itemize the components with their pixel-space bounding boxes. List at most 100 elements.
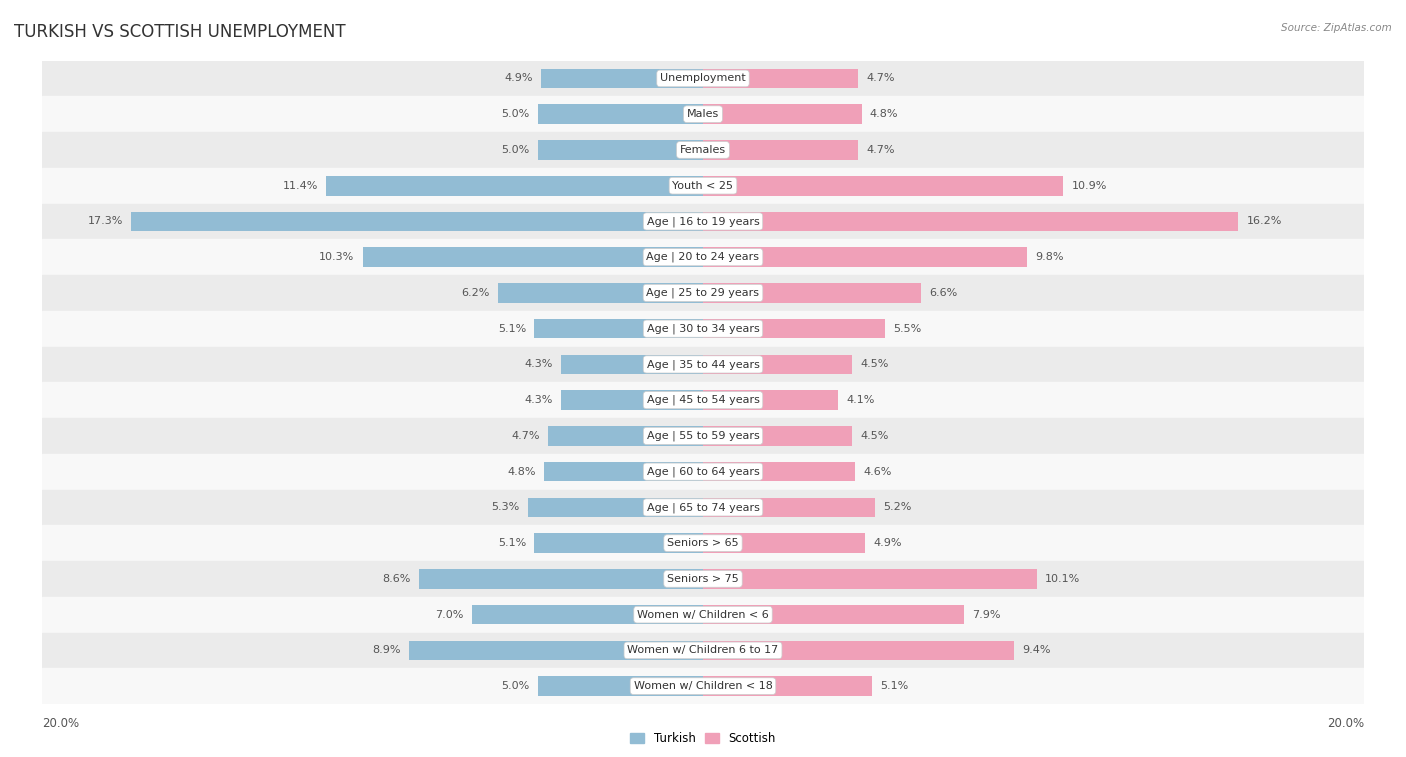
Text: 4.3%: 4.3% [524, 360, 553, 369]
Bar [527, 497, 703, 517]
Text: 7.0%: 7.0% [434, 609, 464, 620]
Bar [409, 640, 703, 660]
Text: 10.9%: 10.9% [1071, 181, 1107, 191]
Bar [498, 283, 703, 303]
Text: 4.5%: 4.5% [860, 431, 889, 441]
Bar [703, 140, 858, 160]
Text: 6.6%: 6.6% [929, 288, 957, 298]
Bar [703, 212, 1239, 231]
Text: 9.8%: 9.8% [1035, 252, 1063, 262]
Text: Age | 25 to 29 years: Age | 25 to 29 years [647, 288, 759, 298]
Text: 5.3%: 5.3% [491, 503, 520, 512]
Bar [703, 69, 858, 89]
Text: Seniors > 65: Seniors > 65 [668, 538, 738, 548]
Legend: Turkish, Scottish: Turkish, Scottish [626, 727, 780, 749]
Text: 10.3%: 10.3% [319, 252, 354, 262]
Bar [703, 283, 921, 303]
Text: 4.9%: 4.9% [873, 538, 901, 548]
Bar [548, 426, 703, 446]
Text: 6.2%: 6.2% [461, 288, 489, 298]
Bar [703, 676, 872, 696]
Bar [703, 391, 838, 410]
Text: 4.7%: 4.7% [866, 73, 896, 83]
Text: 4.5%: 4.5% [860, 360, 889, 369]
Text: Age | 65 to 74 years: Age | 65 to 74 years [647, 502, 759, 512]
Text: 7.9%: 7.9% [973, 609, 1001, 620]
Text: Age | 20 to 24 years: Age | 20 to 24 years [647, 252, 759, 263]
Bar [561, 354, 703, 374]
Text: 10.1%: 10.1% [1045, 574, 1080, 584]
Bar [703, 248, 1026, 267]
Text: Women w/ Children 6 to 17: Women w/ Children 6 to 17 [627, 646, 779, 656]
Bar [42, 347, 1364, 382]
Bar [703, 497, 875, 517]
Bar [42, 597, 1364, 633]
Bar [326, 176, 703, 195]
Bar [541, 69, 703, 89]
Text: 5.1%: 5.1% [498, 538, 526, 548]
Text: Females: Females [681, 145, 725, 155]
Bar [42, 382, 1364, 418]
Bar [703, 534, 865, 553]
Text: 5.0%: 5.0% [502, 145, 530, 155]
Text: Males: Males [688, 109, 718, 119]
Bar [534, 319, 703, 338]
Bar [42, 490, 1364, 525]
Bar [561, 391, 703, 410]
Bar [42, 311, 1364, 347]
Text: Age | 30 to 34 years: Age | 30 to 34 years [647, 323, 759, 334]
Text: 20.0%: 20.0% [42, 717, 79, 730]
Text: Age | 60 to 64 years: Age | 60 to 64 years [647, 466, 759, 477]
Bar [42, 525, 1364, 561]
Text: 4.7%: 4.7% [866, 145, 896, 155]
Bar [42, 561, 1364, 597]
Bar [131, 212, 703, 231]
Bar [42, 204, 1364, 239]
Text: 17.3%: 17.3% [87, 217, 124, 226]
Bar [537, 140, 703, 160]
Bar [42, 239, 1364, 275]
Bar [703, 462, 855, 481]
Text: Youth < 25: Youth < 25 [672, 181, 734, 191]
Bar [42, 418, 1364, 453]
Text: 20.0%: 20.0% [1327, 717, 1364, 730]
Bar [703, 426, 852, 446]
Bar [42, 61, 1364, 96]
Bar [537, 676, 703, 696]
Text: 5.2%: 5.2% [883, 503, 911, 512]
Bar [471, 605, 703, 625]
Text: 4.6%: 4.6% [863, 466, 891, 477]
Text: 16.2%: 16.2% [1247, 217, 1282, 226]
Text: Seniors > 75: Seniors > 75 [666, 574, 740, 584]
Bar [42, 168, 1364, 204]
Text: 4.7%: 4.7% [510, 431, 540, 441]
Bar [537, 104, 703, 124]
Bar [544, 462, 703, 481]
Text: 4.1%: 4.1% [846, 395, 875, 405]
Text: Source: ZipAtlas.com: Source: ZipAtlas.com [1281, 23, 1392, 33]
Bar [703, 319, 884, 338]
Bar [703, 640, 1014, 660]
Text: TURKISH VS SCOTTISH UNEMPLOYMENT: TURKISH VS SCOTTISH UNEMPLOYMENT [14, 23, 346, 41]
Text: Age | 16 to 19 years: Age | 16 to 19 years [647, 217, 759, 226]
Text: Age | 45 to 54 years: Age | 45 to 54 years [647, 395, 759, 406]
Text: Unemployment: Unemployment [661, 73, 745, 83]
Text: 5.0%: 5.0% [502, 681, 530, 691]
Text: Women w/ Children < 6: Women w/ Children < 6 [637, 609, 769, 620]
Text: 8.9%: 8.9% [373, 646, 401, 656]
Bar [42, 668, 1364, 704]
Bar [42, 453, 1364, 490]
Bar [42, 96, 1364, 132]
Text: 5.1%: 5.1% [880, 681, 908, 691]
Text: 5.0%: 5.0% [502, 109, 530, 119]
Bar [703, 176, 1063, 195]
Bar [703, 569, 1036, 589]
Text: 5.5%: 5.5% [893, 324, 921, 334]
Bar [703, 605, 965, 625]
Text: Women w/ Children < 18: Women w/ Children < 18 [634, 681, 772, 691]
Text: 4.8%: 4.8% [870, 109, 898, 119]
Text: 4.3%: 4.3% [524, 395, 553, 405]
Text: Age | 55 to 59 years: Age | 55 to 59 years [647, 431, 759, 441]
Text: 11.4%: 11.4% [283, 181, 318, 191]
Text: 4.8%: 4.8% [508, 466, 536, 477]
